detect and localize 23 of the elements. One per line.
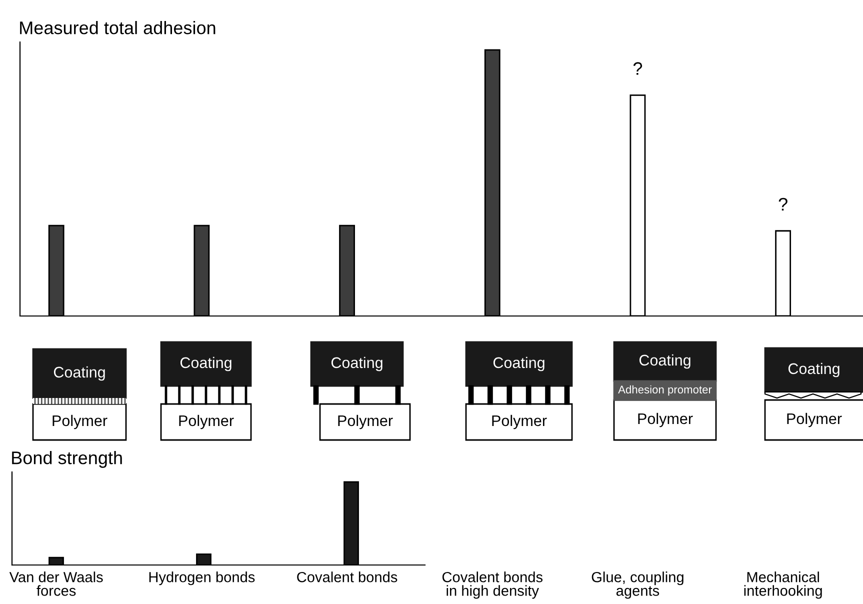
text: Polymer [787,412,842,428]
text: Polymer [179,414,234,430]
y-axis-title: Bond strength [12,451,122,468]
text: Polymer [52,414,108,430]
annotation: ? [633,62,642,75]
annotation: ? [778,198,788,210]
text: Coating [331,356,382,372]
text: Coating [493,356,544,372]
text: Coating [54,366,105,381]
x-tick-label: Hydrogen bonds [149,572,255,586]
text: Coating [788,362,840,378]
x-tick-label: Covalent bonds in high density [442,572,543,599]
y-axis-title: Measured total adhesion [20,21,216,34]
text: Coating [639,354,690,369]
x-tick-label: Glue, coupling agents [592,572,684,599]
text: Adhesion promoter [618,385,712,396]
x-tick-label: Covalent bonds [297,572,398,582]
text: Coating [180,356,232,372]
x-tick-label: Van der Waals forces [9,572,103,596]
text: Polymer [338,414,393,430]
x-tick-label: Mechanical interhooking [744,572,822,599]
text: Polymer [638,412,693,428]
text: Polymer [492,414,547,430]
